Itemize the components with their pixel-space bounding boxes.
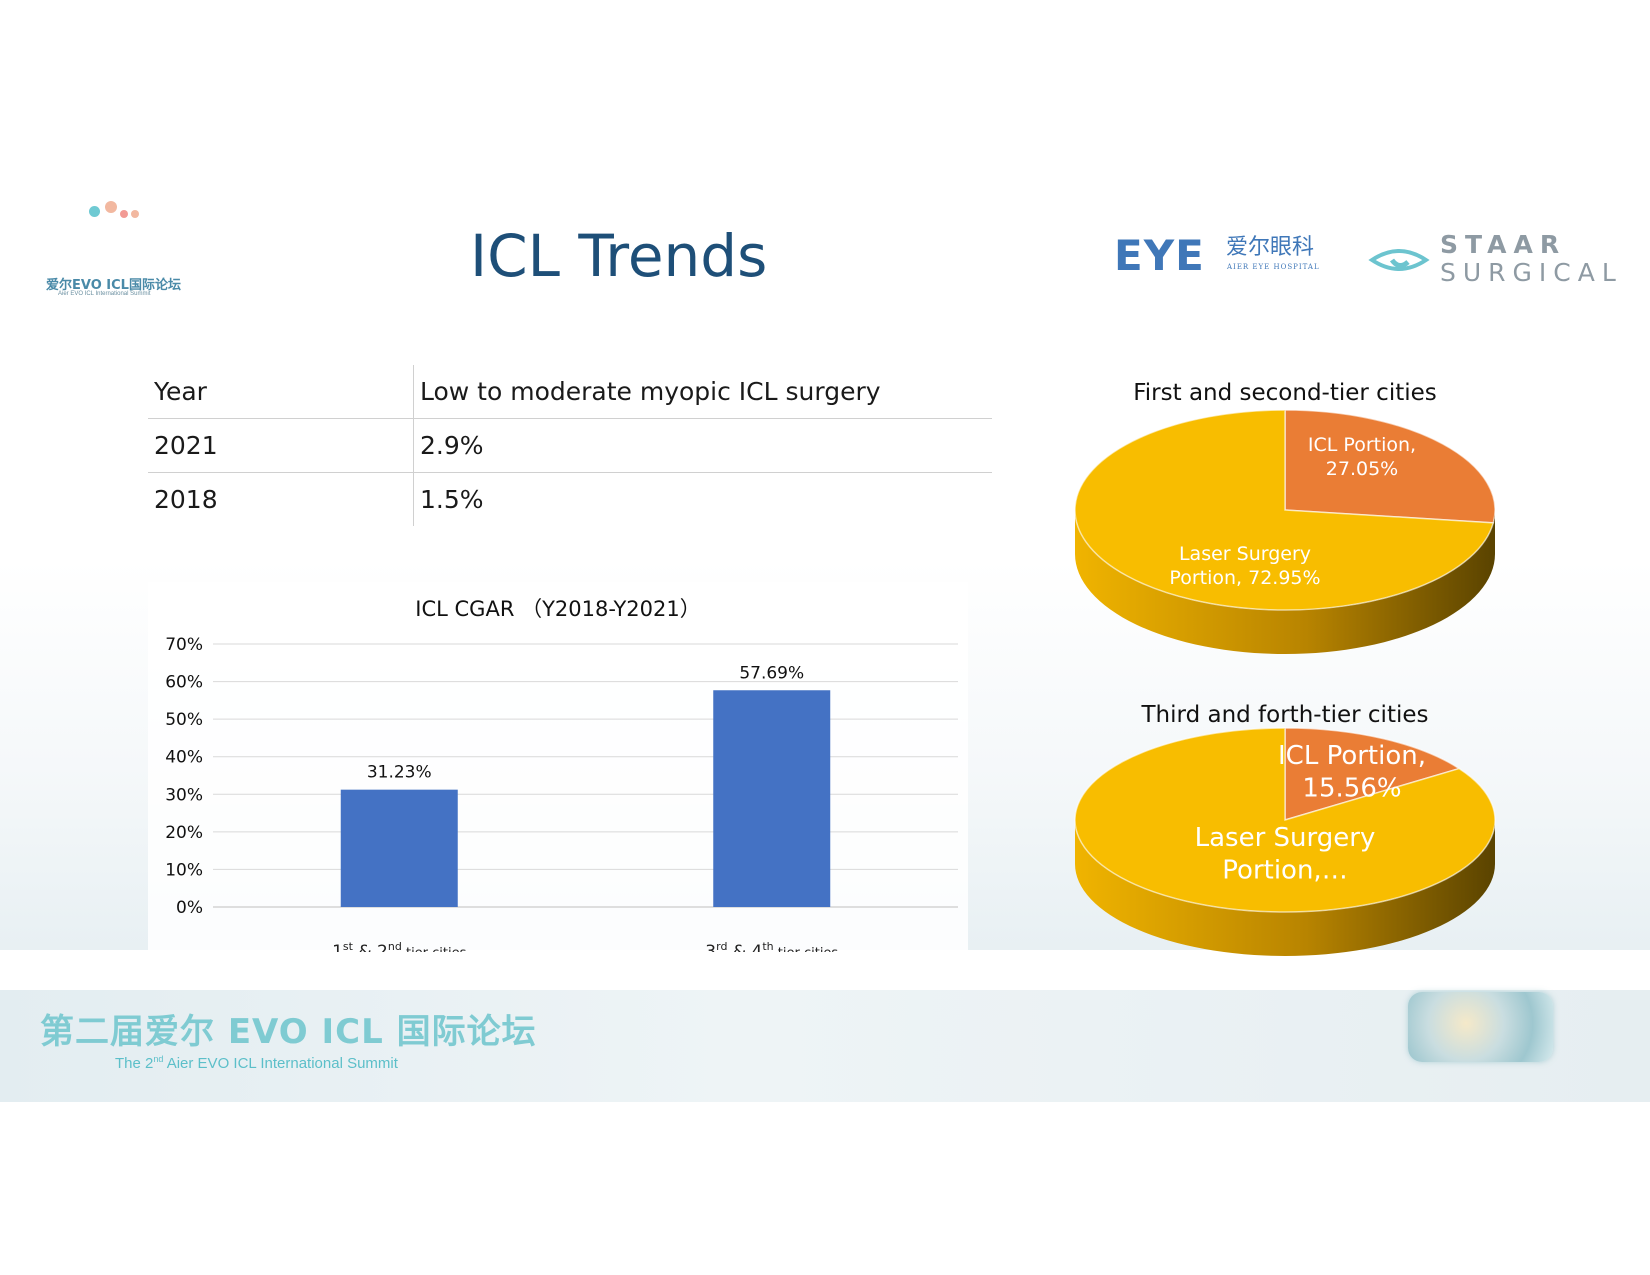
y-tick-label: 10%: [165, 860, 203, 880]
pie2-title: Third and forth-tier cities: [1141, 702, 1429, 728]
pie-slice: [1284, 727, 1461, 822]
pie-side-wall: [1075, 820, 1495, 956]
page-title: ICL Trends: [470, 222, 768, 290]
bar-data-label: 31.23%: [367, 763, 432, 783]
table-header-year: Year: [154, 377, 207, 406]
table-cell-year: 2021: [154, 431, 218, 460]
staar-surgical-logo: STAAR SURGICAL: [1368, 230, 1616, 290]
chart-area: [148, 582, 968, 952]
table-row: 2018 1.5%: [148, 473, 992, 526]
icl-lens-image: [1408, 992, 1553, 1062]
logo-dot: [105, 201, 117, 213]
pie-side-wall: [1075, 510, 1495, 654]
y-tick-label: 60%: [165, 673, 203, 693]
footer-banner: [0, 990, 1650, 1102]
staar-word: STAAR: [1440, 230, 1567, 259]
cagr-bar-chart: ICL CGAR （Y2018-Y2021） 0% 10% 20% 30% 40% 50%…: [148, 582, 968, 952]
pie-slice-label: Laser Surgery Portion,…: [1195, 823, 1376, 886]
summit-logo-en: Aier EVO ICL International Summit: [58, 291, 151, 297]
bar-x-labels: 1st & 2nd tier cities 3rd & 4th tier citi…: [332, 940, 838, 952]
logo-dot: [120, 210, 128, 218]
footer-subtitle: The 2nd Aier EVO ICL International Summi…: [115, 1054, 398, 1072]
bar-data-label: 57.69%: [739, 663, 804, 683]
y-tick-label: 0%: [176, 898, 203, 918]
logo-dot: [131, 210, 139, 218]
aier-eye-hospital-logo: EYE 爱尔眼科 AIER EYE HOSPITAL: [1114, 234, 1334, 278]
table-header-surgery: Low to moderate myopic ICL surgery: [413, 365, 990, 418]
bar: [340, 789, 458, 907]
pie-slice-label: Laser Surgery Portion, 72.95%: [1169, 543, 1320, 589]
x-category-label: 3rd & 4th tier cities: [705, 940, 838, 952]
icl-surgery-table: Year Low to moderate myopic ICL surgery …: [148, 365, 992, 526]
x-category-label: 1st & 2nd tier cities: [332, 940, 467, 952]
y-tick-label: 40%: [165, 748, 203, 768]
bar-gridlines: [213, 643, 958, 908]
pie-slice-label: ICL Portion, 15.56%: [1278, 741, 1426, 804]
y-tick-label: 30%: [165, 785, 203, 805]
table-cell-value: 1.5%: [413, 473, 990, 526]
summit-logo-cn: 爱尔EVO ICL国际论坛: [46, 278, 181, 293]
bar-series: 31.23% 57.69%: [340, 663, 831, 907]
logo-dot: [89, 206, 100, 217]
table-cell-year: 2018: [154, 485, 218, 514]
pie-slice: [1284, 409, 1496, 524]
aier-cn-name: 爱尔眼科: [1226, 235, 1315, 260]
summit-logo: 爱尔EVO ICL国际论坛 Aier EVO ICL International…: [40, 198, 190, 298]
table-row: 2021 2.9%: [148, 419, 992, 473]
pie-chart-third-fourth-tier: ICL Portion, 15.56% Laser Surgery Portion,…: [1074, 727, 1496, 956]
pie-slice-label: ICL Portion, 27.05%: [1308, 434, 1416, 480]
pie-chart-first-second-tier: ICL Portion, 27.05% Laser Surgery Portion, …: [1074, 409, 1496, 654]
table-cell-value: 2.9%: [413, 419, 990, 472]
table-header-row: Year Low to moderate myopic ICL surgery: [148, 365, 992, 419]
bar-y-ticks: 0% 10% 20% 30% 40% 50% 60% 70%: [165, 635, 203, 918]
pie1-title: First and second-tier cities: [1133, 380, 1437, 406]
surgical-word: SURGICAL: [1440, 258, 1623, 287]
y-tick-label: 70%: [165, 635, 203, 655]
bar-chart-title: ICL CGAR （Y2018-Y2021）: [415, 597, 700, 621]
aier-mark: EYE: [1114, 231, 1205, 280]
aier-en-name: AIER EYE HOSPITAL: [1227, 263, 1320, 271]
footer-title: 第二届爱尔 EVO ICL 国际论坛: [40, 1012, 537, 1052]
y-tick-label: 20%: [165, 823, 203, 843]
pie-slice: [1074, 727, 1496, 913]
pie-slice: [1074, 409, 1495, 611]
staar-eye-icon: [1368, 249, 1430, 271]
bar: [713, 690, 831, 907]
y-tick-label: 50%: [165, 710, 203, 730]
